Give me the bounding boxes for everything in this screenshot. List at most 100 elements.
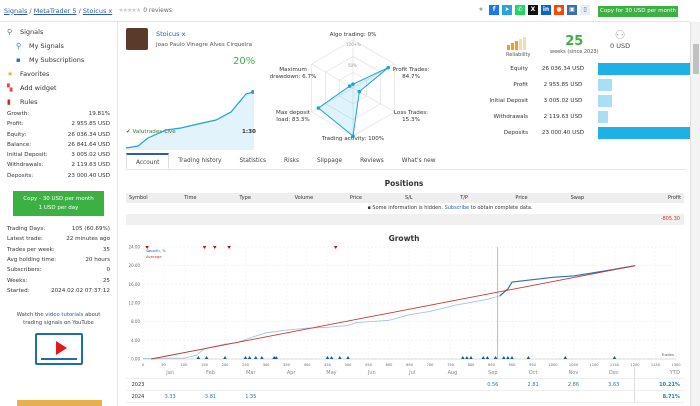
stat-row: Avg holding time: 20 hours [7, 257, 110, 267]
bar-fill [598, 63, 700, 75]
month-value[interactable] [432, 391, 472, 402]
stat-value: 22 minutes ago [66, 236, 110, 243]
reddit-icon[interactable]: ● [554, 5, 564, 15]
radar-drawdown: Maximum drawdown: 6.7% [268, 67, 318, 81]
tab-statistics[interactable]: Statistics [239, 158, 266, 164]
sidebar-item-rules[interactable]: ▮ Rules [7, 95, 110, 109]
weeks: 25 weeks (since 2023) [550, 34, 599, 55]
month-value[interactable] [392, 379, 432, 390]
month-value[interactable] [553, 391, 593, 402]
column-header[interactable]: S/L [405, 195, 413, 201]
month-value[interactable] [432, 379, 472, 390]
stat-label: Initial Deposit: [7, 152, 48, 159]
month-value[interactable] [473, 391, 513, 402]
month-value[interactable]: 2.86 [567, 382, 580, 388]
subscribe-link[interactable]: Subscribe [444, 205, 470, 211]
stat-label: Latest trade: [7, 236, 43, 243]
month-value[interactable] [271, 391, 311, 402]
copy-button[interactable]: Copy - 30 USD per month 1 USD per day [13, 191, 104, 217]
vk-icon[interactable]: ▣ [567, 5, 577, 15]
video-play-icon[interactable] [34, 333, 83, 366]
month-value[interactable]: 2.81 [527, 382, 539, 388]
reviews-count[interactable]: 0 reviews [143, 7, 172, 14]
whatsapp-icon[interactable]: ✆ [515, 5, 525, 15]
year-label: 2024 [131, 394, 145, 400]
tab-risks[interactable]: Risks [283, 158, 300, 164]
x-icon[interactable]: X [528, 5, 538, 15]
month-label: Dec [608, 370, 619, 376]
column-header[interactable]: Type [239, 195, 251, 201]
month-value[interactable] [352, 379, 392, 390]
monthly-table: Jan Feb Mar Apr May Jun Jul Aug Sep Oct Nov Dec YTD 2… [126, 367, 684, 403]
sidebar-item-favorites[interactable]: ★ Favorites [7, 67, 110, 81]
column-header[interactable]: Swap [570, 195, 585, 201]
column-header[interactable]: Profit [667, 195, 682, 201]
bar-label: Withdrawals [493, 114, 528, 120]
month-value[interactable] [392, 391, 432, 402]
month-value[interactable] [352, 391, 392, 402]
month-value[interactable] [150, 379, 190, 390]
tab-slippage[interactable]: Slippage [317, 158, 343, 164]
year-label: 2023 [131, 382, 145, 388]
radar-activity: Trading activity: 100% [321, 136, 385, 142]
bookmark-icon[interactable]: ▯ [580, 5, 590, 15]
sidebar-item-add-widget[interactable]: ▚ Add widget [7, 81, 110, 95]
breadcrumb-signal[interactable]: Stoicus x [82, 6, 113, 15]
youtube-button[interactable] [17, 400, 102, 406]
deposit-marker [461, 356, 465, 359]
facebook-icon[interactable]: f [489, 5, 499, 15]
month-value[interactable]: 1.35 [245, 394, 257, 400]
column-header[interactable]: Price [349, 195, 363, 201]
month-value[interactable] [271, 379, 311, 390]
scrollbar-thumb[interactable] [693, 44, 699, 74]
reliability-icon [507, 37, 527, 50]
column-header[interactable]: T/P [460, 195, 468, 201]
scrollbar[interactable] [690, 22, 700, 406]
signal-name[interactable]: Stoicus x [156, 30, 186, 38]
positions-table: Symbol Time Type Volume Price S/L T/P Price Swap… [126, 193, 684, 225]
month-value[interactable]: 3.33 [164, 394, 176, 400]
bar-fill [598, 79, 613, 91]
x-tick-label: 50 [161, 363, 166, 366]
broker-name[interactable]: ✔ Valutrades-Live [126, 129, 176, 135]
month-value[interactable]: 0.56 [487, 382, 499, 388]
breadcrumb-mt5[interactable]: MetaTrader 5 [33, 6, 77, 15]
column-header[interactable]: Symbol [129, 195, 148, 201]
stat-row: Deposits: 23 000.40 USD [7, 173, 110, 183]
column-header[interactable]: Price [515, 195, 528, 201]
signal-owner[interactable]: Joao Paulo Vinagre Alves Cirqueira [156, 42, 253, 48]
month-value[interactable] [311, 379, 351, 390]
x-tick-label: 0 [142, 363, 145, 366]
breadcrumb-signals[interactable]: Signals [4, 6, 28, 15]
sidebar-item-signals[interactable]: ⚲ Signals [7, 25, 110, 39]
column-header[interactable]: Volume [294, 195, 314, 201]
tab-what-s-new[interactable]: What's new [401, 158, 436, 164]
nav-label: Signals [20, 28, 44, 36]
tab-account[interactable]: Account [126, 153, 170, 169]
month-value[interactable] [513, 391, 553, 402]
month-value[interactable] [311, 391, 351, 402]
stat-value: 25 [102, 277, 110, 284]
video-link[interactable]: video tutorials [45, 312, 84, 319]
month-value[interactable] [231, 379, 271, 390]
tab-trading-history[interactable]: Trading history [178, 158, 222, 164]
stat-row: Trading Days: 105 (60.69%) [7, 226, 110, 236]
info-text: Some information is hidden. [372, 205, 445, 211]
tab-reviews[interactable]: Reviews [360, 158, 384, 164]
month-value[interactable]: 3.63 [608, 382, 620, 388]
telegram-icon[interactable]: ➤ [502, 5, 512, 15]
rating-stars[interactable]: ★★★★★ [118, 7, 141, 14]
month-value[interactable] [190, 379, 230, 390]
favorite-star-icon[interactable]: ★ [478, 6, 484, 13]
y-tick-label: 12.00 [129, 301, 141, 306]
copy-top-button[interactable]: Copy for 30 USD per month [598, 6, 678, 17]
month-label: Mar [246, 370, 256, 376]
sidebar-item-my-subscriptions[interactable]: ▪ My Subscriptions [7, 53, 110, 67]
linkedin-icon[interactable]: in [541, 5, 551, 15]
column-header[interactable]: Time [184, 195, 197, 201]
x-tick-label: 450 [324, 363, 332, 366]
bar-fill [598, 111, 609, 123]
month-value[interactable]: 3.81 [204, 394, 217, 400]
sidebar-item-my-signals[interactable]: ⚲ My Signals [7, 39, 110, 53]
month-value[interactable] [594, 391, 634, 402]
